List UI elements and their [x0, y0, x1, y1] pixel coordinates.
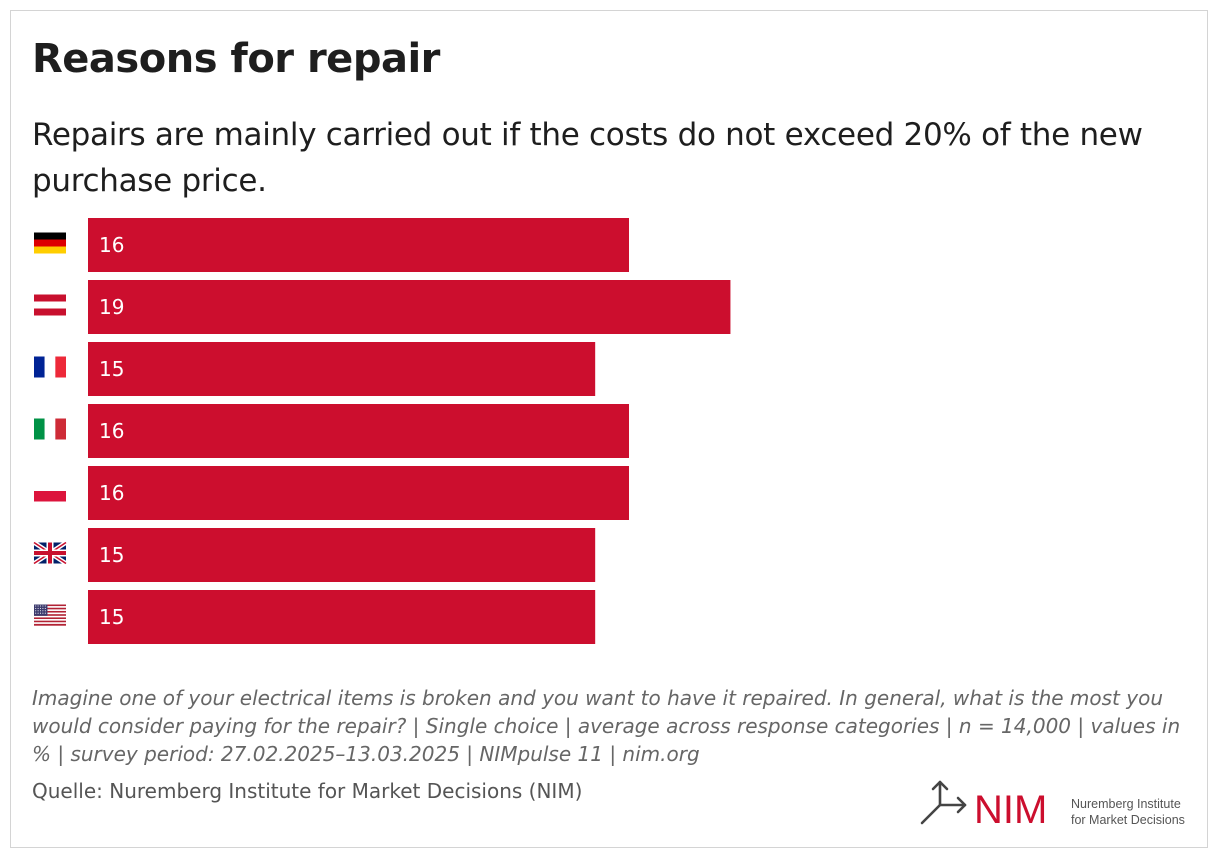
- nim-logo-text: Nuremberg Institute for Market Decisions: [1071, 796, 1185, 828]
- bar-value-label: 16: [99, 481, 124, 505]
- uk-flag-icon: [32, 540, 68, 566]
- source-note: Quelle: Nuremberg Institute for Market D…: [32, 779, 583, 803]
- nim-logo: NIM: [920, 780, 1047, 832]
- chart-title: Reasons for repair: [32, 36, 440, 82]
- austria-flag-icon: [34, 294, 66, 316]
- bar: [88, 404, 629, 458]
- chart-subtitle: Repairs are mainly carried out if the co…: [32, 117, 1143, 199]
- bar-value-label: 15: [99, 605, 124, 629]
- italy-flag-icon: [34, 418, 66, 440]
- survey-footnote: Imagine one of your electrical items is …: [32, 686, 1181, 766]
- bar-value-label: 15: [99, 357, 124, 381]
- france-flag-icon: [34, 356, 66, 378]
- bar: [88, 342, 596, 396]
- bar-value-label: 15: [99, 543, 124, 567]
- bar-chart: 16 19 15 16 16 15 15: [32, 218, 731, 644]
- usa-flag-icon: [34, 604, 66, 626]
- bar: [88, 280, 731, 334]
- bar: [88, 218, 629, 272]
- bar-value-label: 16: [99, 419, 124, 443]
- germany-flag-icon: [34, 232, 66, 254]
- bar: [88, 590, 596, 644]
- arrow-split-icon: [920, 780, 967, 825]
- bar: [88, 466, 629, 520]
- bar-value-label: 16: [99, 233, 124, 257]
- chart-frame: [10, 10, 1208, 848]
- bar: [88, 528, 596, 582]
- logo-line-1: Nuremberg Institute: [1071, 797, 1181, 811]
- nim-wordmark: NIM: [974, 788, 1047, 832]
- bar-value-label: 19: [99, 295, 124, 319]
- logo-line-2: for Market Decisions: [1071, 813, 1185, 827]
- poland-flag-icon: [34, 480, 66, 502]
